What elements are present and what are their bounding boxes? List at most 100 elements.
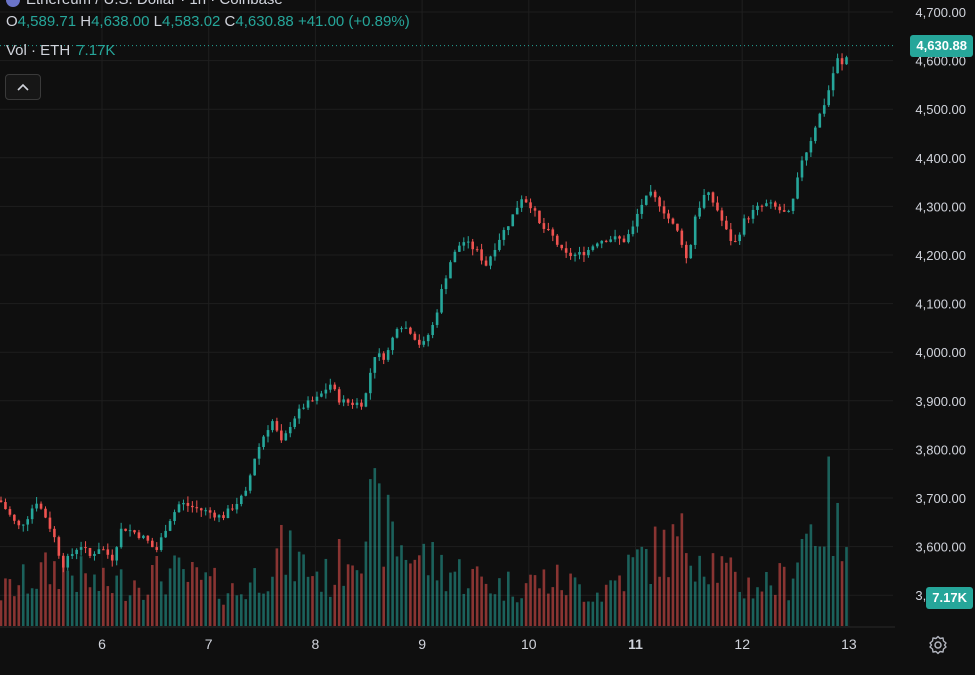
gear-icon[interactable] xyxy=(928,635,948,655)
volume-bar xyxy=(84,573,87,626)
candle-body xyxy=(191,505,194,508)
candle-body xyxy=(547,228,550,230)
candle-body xyxy=(533,208,537,211)
volume-bar xyxy=(756,587,759,626)
volume-bar xyxy=(765,571,768,626)
candle-body xyxy=(217,515,221,518)
candle-body xyxy=(738,234,741,242)
volume-bar xyxy=(115,575,118,626)
candle-body xyxy=(155,547,159,550)
candle-body xyxy=(62,555,65,568)
volume-bar xyxy=(742,598,746,626)
candle-body xyxy=(600,240,604,244)
volume-bar xyxy=(280,524,283,626)
candle-body xyxy=(199,508,203,511)
volume-bar xyxy=(102,567,105,626)
volume-bar xyxy=(342,585,345,626)
candle-body xyxy=(484,260,488,266)
candle-body xyxy=(435,312,439,325)
candle-body xyxy=(489,256,492,266)
candle-body xyxy=(822,105,826,114)
volume-bar xyxy=(484,583,488,626)
candle-body xyxy=(284,433,288,441)
volume-bar xyxy=(778,563,782,626)
volume-bar xyxy=(53,561,56,626)
candle-body xyxy=(110,554,114,561)
candle-body xyxy=(711,192,715,203)
volume-bar xyxy=(186,581,190,626)
candle-body xyxy=(346,399,350,403)
symbol-title[interactable]: Ethereum / U.S. Dollar · 1h · Coinbase xyxy=(6,0,283,8)
volume-bar xyxy=(391,521,394,626)
volume-bar xyxy=(787,600,790,626)
volume-bar xyxy=(409,563,412,626)
candle-body xyxy=(168,521,172,531)
volume-bar xyxy=(685,553,688,626)
volume-bar xyxy=(466,588,470,626)
candle-body xyxy=(21,524,25,526)
volume-bar xyxy=(244,599,248,626)
candle-body xyxy=(538,210,541,224)
volume-bar xyxy=(667,577,670,626)
candle-body xyxy=(622,238,626,243)
volume-bar xyxy=(662,529,666,626)
volume-bar xyxy=(689,565,693,626)
volume-bar xyxy=(716,582,719,626)
candle-body xyxy=(667,213,670,219)
candle-body xyxy=(689,244,693,259)
volume-bar xyxy=(555,564,559,626)
low-value: 4,583.02 xyxy=(161,13,221,30)
candle-body xyxy=(288,426,292,434)
candle-body xyxy=(524,199,528,203)
candle-body xyxy=(596,243,599,247)
volume-bar xyxy=(257,592,261,626)
collapse-legend-button[interactable] xyxy=(5,74,41,100)
volume-bar xyxy=(671,524,675,626)
candle-body xyxy=(782,210,786,212)
volume-bar xyxy=(369,479,372,626)
candle-body xyxy=(30,508,34,520)
volume-bar xyxy=(782,566,786,626)
candle-body xyxy=(70,554,74,556)
volume-bar xyxy=(431,542,434,626)
volume-bar xyxy=(110,593,114,626)
candle-body xyxy=(8,509,12,515)
volume-bar xyxy=(128,595,132,626)
volume-bar xyxy=(373,468,377,626)
candle-body xyxy=(119,528,123,548)
price-tick-label: 4,100.00 xyxy=(915,297,966,312)
volume-bar xyxy=(231,583,234,626)
volume-bar xyxy=(515,602,519,626)
candle-body xyxy=(164,530,167,538)
volume-bar xyxy=(796,562,799,626)
time-tick-label: 12 xyxy=(734,636,750,652)
volume-bar xyxy=(422,543,426,626)
candle-body xyxy=(395,329,399,338)
candle-body xyxy=(231,508,234,510)
volume-bar xyxy=(360,573,363,626)
candle-body xyxy=(311,400,314,402)
candles xyxy=(0,53,848,573)
time-axis: 6 7 8 9 10 11 12 13 xyxy=(98,636,857,652)
volume-bar xyxy=(262,593,265,626)
volume-bar xyxy=(346,564,350,626)
volume-bar xyxy=(462,593,466,626)
candle-body xyxy=(511,214,515,227)
volume-value: 7.17K xyxy=(76,42,116,59)
candle-body xyxy=(431,324,434,336)
candle-body xyxy=(502,230,506,240)
volume-bar xyxy=(235,595,239,626)
candle-body xyxy=(702,194,706,208)
candle-body xyxy=(725,220,728,230)
volume-bar xyxy=(498,578,501,626)
volume-bar xyxy=(600,601,604,626)
candle-body xyxy=(707,192,710,195)
candle-body xyxy=(542,223,546,229)
volume-bar xyxy=(444,591,448,626)
volume-bar xyxy=(751,598,755,626)
volume-bar xyxy=(725,562,728,626)
volume-bar xyxy=(569,573,572,626)
volume-bar xyxy=(315,571,319,626)
volume-bar xyxy=(596,592,599,626)
